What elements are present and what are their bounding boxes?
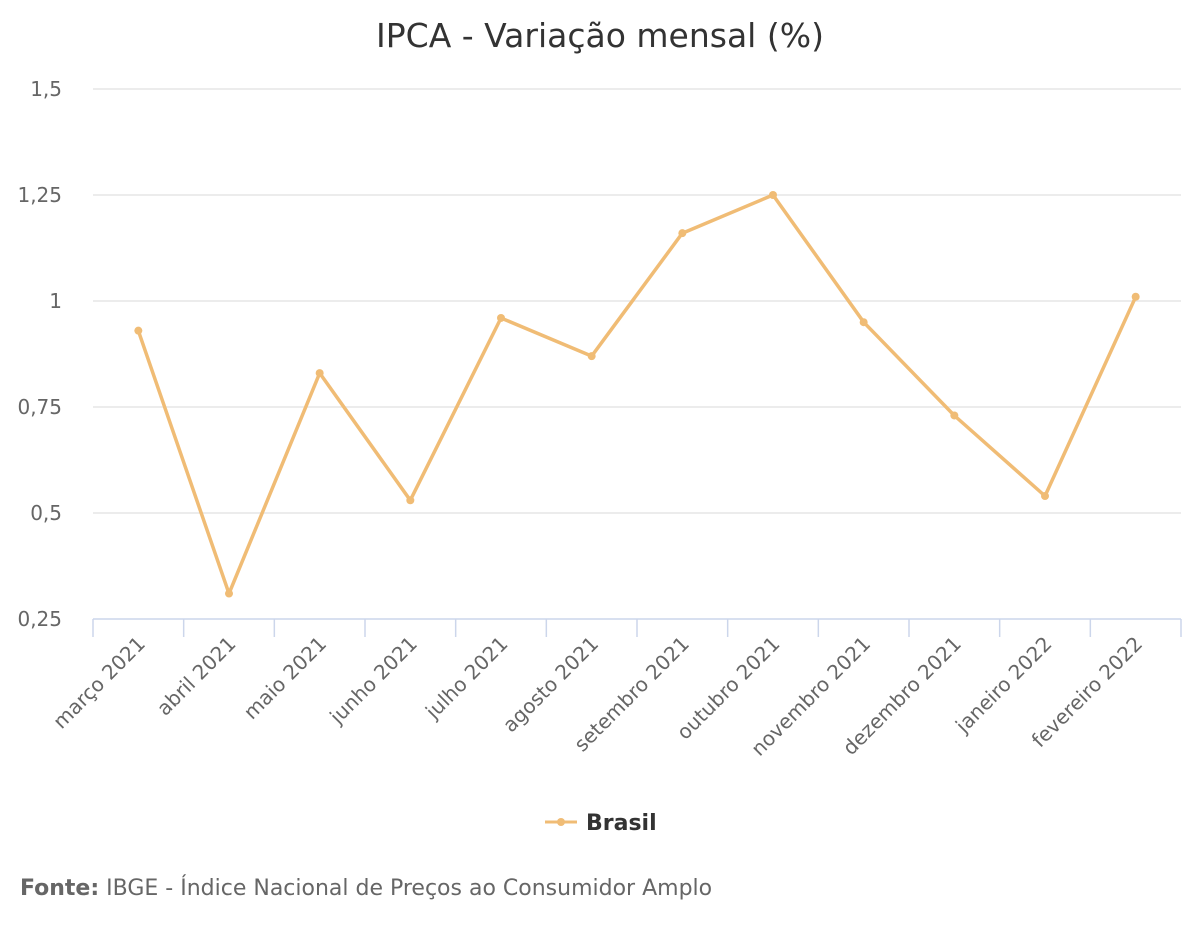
- y-tick-label: 0,75: [17, 395, 62, 419]
- y-tick-label: 1: [49, 289, 62, 313]
- source-text: IBGE - Índice Nacional de Preços ao Cons…: [106, 876, 713, 901]
- x-tick-label: maio 2021: [239, 632, 331, 724]
- x-tick-label: março 2021: [48, 632, 150, 734]
- series: [134, 191, 1140, 598]
- x-tick-label: julho 2021: [420, 632, 513, 725]
- data-point[interactable]: [497, 313, 505, 322]
- y-tick-label: 0,25: [17, 607, 62, 631]
- chart-title: IPCA - Variação mensal (%): [376, 16, 824, 55]
- legend-marker-brasil: [557, 818, 565, 826]
- chart: IPCA - Variação mensal (%) 0,25 0,5 0,75 1 1…: [17, 16, 1182, 836]
- data-point[interactable]: [859, 318, 868, 327]
- data-point[interactable]: [406, 496, 415, 505]
- data-point[interactable]: [225, 589, 233, 598]
- y-axis: 0,25 0,5 0,75 1 1,25 1,5: [17, 77, 62, 631]
- data-point[interactable]: [587, 352, 596, 361]
- x-tick-label: junho 2021: [324, 632, 422, 730]
- data-point[interactable]: [315, 369, 324, 378]
- x-tick-label: abril 2021: [152, 632, 241, 721]
- series-line: [136, 193, 1138, 596]
- grid: [93, 88, 1181, 514]
- source-note: Fonte: IBGE - Índice Nacional de Preços …: [20, 876, 712, 901]
- source-label: Fonte:: [20, 876, 100, 901]
- data-point[interactable]: [950, 411, 959, 420]
- data-point[interactable]: [1131, 292, 1140, 301]
- data-point[interactable]: [1041, 492, 1049, 501]
- y-tick-label: 1,5: [30, 77, 62, 101]
- data-point[interactable]: [769, 191, 777, 199]
- y-tick-label: 1,25: [17, 183, 62, 207]
- legend-label-brasil: Brasil: [586, 811, 657, 836]
- y-tick-label: 0,5: [30, 501, 62, 525]
- data-point[interactable]: [134, 326, 143, 335]
- data-point[interactable]: [678, 229, 687, 238]
- legend[interactable]: Brasil: [545, 811, 657, 836]
